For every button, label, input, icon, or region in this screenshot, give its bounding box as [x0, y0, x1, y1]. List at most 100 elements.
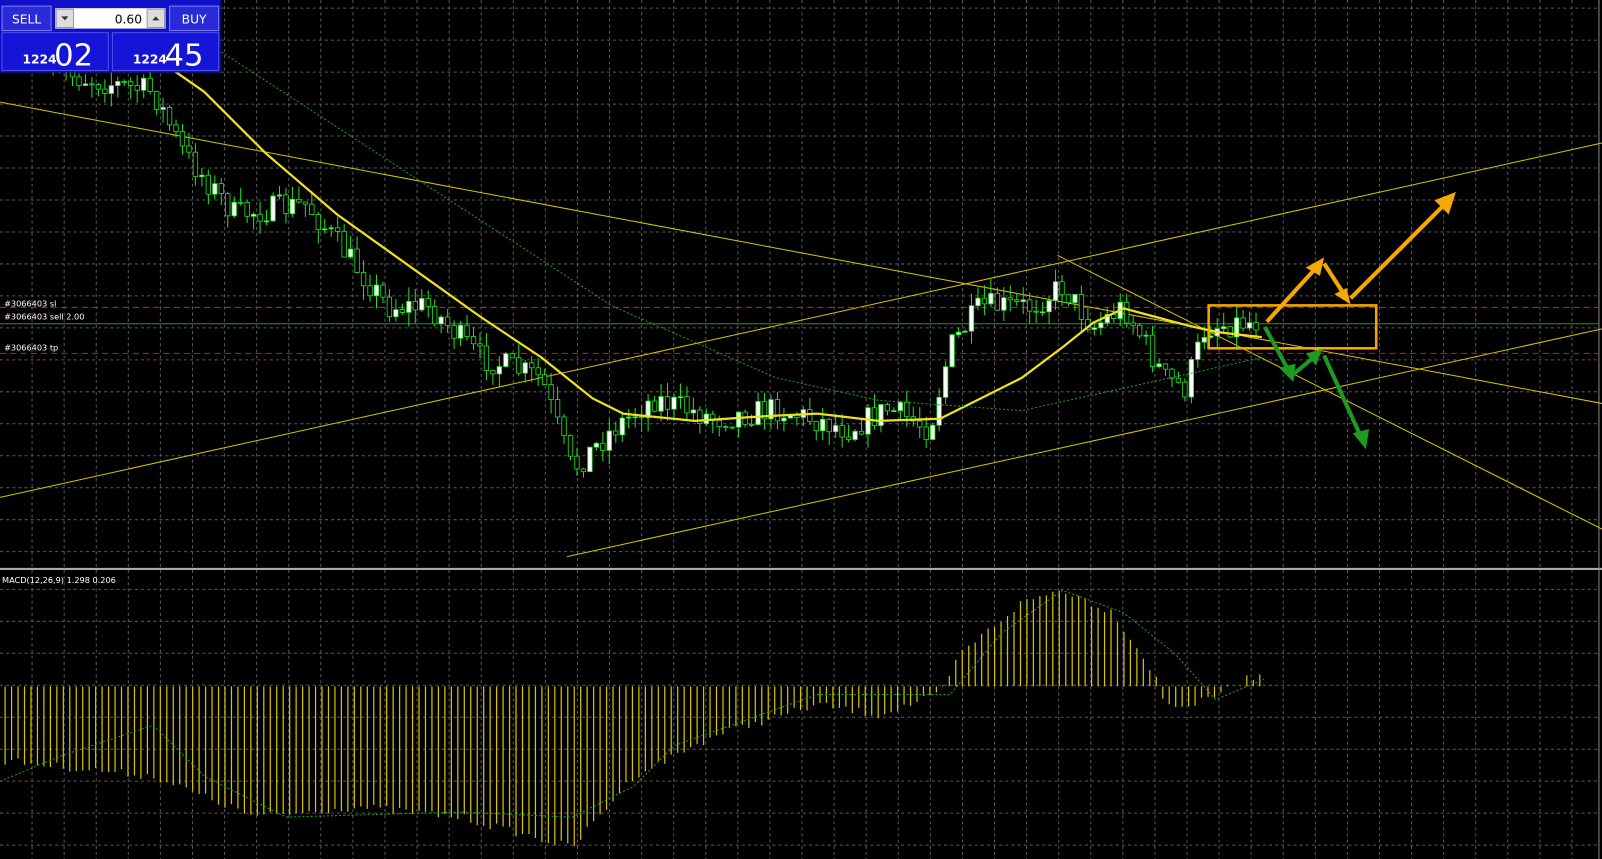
candle-body: [373, 284, 380, 297]
candle-body: [897, 401, 903, 411]
candle-body: [322, 228, 328, 231]
candle-body: [593, 442, 600, 448]
candle-body: [328, 227, 334, 230]
candle-body: [807, 409, 813, 422]
sell-price-box[interactable]: [1, 32, 109, 71]
candle-body: [1240, 317, 1246, 329]
candle-body: [768, 399, 774, 420]
candle-body: [257, 213, 263, 222]
buy-button[interactable]: [169, 5, 220, 32]
candle-body: [1001, 297, 1007, 311]
candle-body: [250, 213, 257, 217]
candle-body: [1162, 363, 1169, 370]
candle-body: [464, 324, 470, 337]
candle-body: [141, 77, 147, 91]
candle-body: [548, 384, 554, 400]
candle-body: [878, 404, 884, 426]
candle-body: [451, 325, 457, 339]
candle-body: [360, 272, 367, 287]
candle-body: [166, 107, 173, 126]
candle-body: [736, 411, 742, 428]
candle-body: [134, 85, 140, 91]
candle-body: [1195, 341, 1201, 360]
candle-body: [522, 362, 528, 374]
sell-button[interactable]: [1, 5, 52, 32]
buy-button-label[interactable]: BUY: [182, 12, 207, 26]
candle-body: [645, 400, 651, 419]
candle-body: [238, 201, 244, 204]
candle-body: [697, 409, 703, 425]
candle-body: [192, 151, 199, 178]
order-label: #3066403 sell 2.00: [4, 312, 84, 322]
candle-body: [1221, 326, 1227, 330]
candle-body: [309, 203, 315, 215]
candle-body: [1233, 317, 1240, 338]
candle-body: [82, 83, 89, 86]
candle-body: [723, 426, 729, 429]
candle-body: [354, 248, 360, 273]
candle-body: [419, 298, 425, 311]
stop-loss-label: #3066403 sl: [4, 298, 56, 308]
candle-body: [606, 430, 612, 451]
candle-body: [128, 81, 134, 86]
candle-body: [412, 301, 418, 311]
candle-body: [748, 423, 755, 426]
moving-average: [45, 9, 1262, 422]
candle-body: [335, 227, 341, 232]
candle-body: [858, 430, 865, 435]
candle-body: [302, 201, 309, 205]
candle-body: [1175, 377, 1182, 383]
candle-body: [1007, 297, 1013, 301]
candle-body: [457, 324, 464, 339]
candle-body: [671, 396, 677, 410]
candle-body: [716, 419, 722, 428]
candle-body: [1027, 299, 1033, 312]
candle-body: [1188, 359, 1195, 398]
candle-body: [567, 435, 574, 457]
candle-body: [406, 301, 412, 313]
candle-body: [1201, 337, 1207, 343]
candle-body: [1182, 381, 1188, 398]
candle-body: [380, 284, 386, 298]
candle-body: [1052, 281, 1059, 302]
highlight-box: [1207, 304, 1378, 350]
candle-body: [186, 145, 192, 153]
buy-price-box[interactable]: [111, 32, 220, 71]
candle-body: [852, 430, 858, 440]
sell-button-label[interactable]: SELL: [12, 12, 41, 26]
candle-body: [315, 214, 321, 231]
buy-price-pips: 45: [164, 38, 203, 73]
candle-body: [541, 374, 548, 386]
candle-body: [632, 416, 638, 419]
candle-body: [432, 305, 438, 325]
candle-body: [1046, 300, 1052, 313]
candle-body: [613, 430, 619, 436]
lot-value[interactable]: 0.60: [115, 12, 142, 26]
candle-body: [651, 400, 658, 412]
candle-body: [205, 174, 211, 195]
candle-body: [891, 410, 897, 412]
candle-body: [638, 416, 645, 419]
candle-body: [199, 174, 205, 178]
candle-body: [1020, 299, 1026, 302]
candle-body: [1014, 299, 1020, 302]
candle-body: [496, 366, 503, 375]
candle-body: [231, 201, 237, 217]
candle-body: [121, 81, 127, 83]
candle-body: [535, 367, 541, 376]
candle-body: [619, 417, 625, 436]
candle-body: [444, 316, 451, 326]
candle-body: [1136, 324, 1143, 337]
candle-body: [839, 425, 845, 438]
candle-body: [76, 76, 82, 86]
candle-body: [283, 194, 289, 215]
candle-body: [341, 230, 347, 258]
candle-body: [490, 370, 496, 375]
candle-body: [529, 362, 535, 369]
candle-body: [729, 426, 735, 429]
lot-input[interactable]: [55, 8, 166, 29]
candle-body: [1143, 334, 1149, 337]
candle-body: [438, 316, 444, 325]
arrow-up: [1265, 262, 1322, 324]
